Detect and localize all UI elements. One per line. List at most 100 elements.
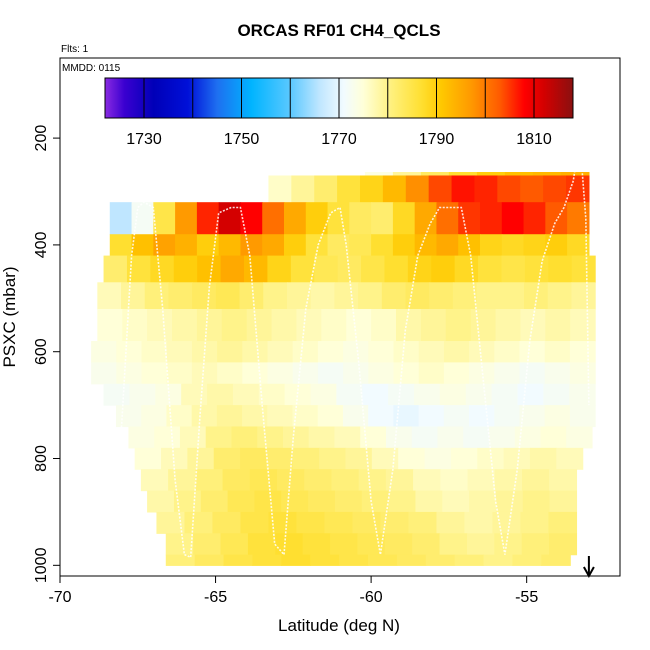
heatmap-cell bbox=[519, 405, 546, 428]
heatmap-cell bbox=[292, 362, 319, 385]
heatmap-cell bbox=[308, 426, 336, 449]
heatmap-cell bbox=[519, 362, 546, 385]
heatmap-cell bbox=[454, 255, 479, 283]
heatmap-cell bbox=[196, 308, 223, 342]
heatmap-cell bbox=[268, 511, 298, 534]
heatmap-cell bbox=[396, 308, 422, 342]
heatmap-cell bbox=[172, 308, 198, 342]
heatmap-cell bbox=[192, 282, 217, 310]
heatmap-cell bbox=[494, 341, 521, 363]
heatmap-cell bbox=[360, 426, 387, 449]
heatmap-cell bbox=[443, 405, 470, 428]
heatmap-cell bbox=[343, 362, 369, 385]
heatmap-cell bbox=[257, 426, 284, 449]
heatmap-cell bbox=[291, 175, 315, 203]
heatmap-cell bbox=[361, 255, 386, 283]
heatmap-cell bbox=[103, 255, 128, 283]
heatmap-cell bbox=[429, 282, 454, 310]
heatmap-cell bbox=[249, 469, 278, 492]
heatmap-cell bbox=[371, 447, 399, 470]
heatmap-cell bbox=[292, 341, 319, 363]
heatmap-cell bbox=[254, 490, 282, 513]
colorbar-tick-label: 1750 bbox=[224, 131, 260, 148]
heatmap-cell bbox=[368, 362, 395, 385]
x-tick-label: -70 bbox=[48, 589, 71, 606]
heatmap-cell bbox=[425, 554, 456, 566]
heatmap-cell bbox=[463, 426, 490, 449]
heatmap-cell bbox=[134, 447, 162, 470]
heatmap-cell bbox=[381, 282, 407, 310]
colorbar-tick-label: 1770 bbox=[321, 131, 357, 148]
heatmap-cell bbox=[244, 255, 269, 283]
heatmap-cell bbox=[336, 383, 363, 406]
heatmap-cell bbox=[385, 426, 413, 449]
heatmap-cell bbox=[494, 405, 521, 428]
heatmap-cell bbox=[349, 234, 372, 257]
heatmap-cell bbox=[168, 282, 193, 310]
heatmap-cell bbox=[474, 175, 498, 203]
heatmap-cell bbox=[191, 362, 218, 385]
heatmap-cell bbox=[517, 383, 544, 406]
heatmap-cell bbox=[196, 202, 220, 235]
heatmap-cell bbox=[156, 511, 186, 534]
heatmap-cell bbox=[450, 447, 478, 470]
heatmap-cell bbox=[267, 362, 294, 385]
heatmap-cell bbox=[217, 362, 243, 385]
heatmap-cell bbox=[345, 447, 373, 470]
heatmap-cell bbox=[242, 341, 269, 363]
heatmap-cell bbox=[91, 362, 117, 385]
heatmap-cell bbox=[212, 511, 242, 534]
heatmap-cell bbox=[305, 202, 329, 235]
heatmap-cell bbox=[266, 447, 294, 470]
heatmap-cell bbox=[477, 447, 505, 470]
heatmap-cell bbox=[464, 511, 494, 534]
heatmap-cell bbox=[141, 405, 168, 428]
heatmap-cell bbox=[522, 469, 550, 492]
heatmap-cell bbox=[184, 511, 214, 534]
heatmap-cell bbox=[418, 362, 445, 385]
heatmap-cell bbox=[544, 362, 571, 385]
heatmap-cell bbox=[147, 308, 173, 342]
heatmap-cell bbox=[263, 282, 288, 310]
heatmap-cell bbox=[431, 255, 456, 283]
heatmap-cell bbox=[566, 426, 593, 449]
heatmap-cell bbox=[469, 341, 495, 363]
colorbar-tick-label: 1790 bbox=[419, 131, 455, 148]
heatmap-cell bbox=[109, 202, 133, 235]
heatmap-cell bbox=[549, 533, 578, 556]
heatmap-cell bbox=[437, 426, 464, 449]
heatmap-cell bbox=[116, 405, 142, 428]
heatmap-cell bbox=[281, 490, 309, 513]
heatmap-cell bbox=[165, 533, 194, 556]
heatmap-cells bbox=[91, 135, 596, 566]
heatmap-cell bbox=[173, 490, 202, 513]
heatmap-cell bbox=[267, 341, 294, 363]
heatmap-cell bbox=[569, 362, 596, 385]
heatmap-cell bbox=[242, 362, 269, 385]
heatmap-cell bbox=[308, 490, 336, 513]
heatmap-cell bbox=[470, 308, 497, 342]
heatmap-cell bbox=[97, 308, 123, 342]
heatmap-cell bbox=[173, 255, 198, 283]
y-tick-label: 1000 bbox=[33, 547, 50, 583]
heatmap-cell bbox=[240, 447, 268, 470]
heatmap-cell bbox=[368, 405, 394, 428]
heatmap-cell bbox=[436, 234, 459, 257]
heatmap-cell bbox=[302, 533, 331, 556]
heatmap-cell bbox=[129, 383, 156, 406]
heatmap-cell bbox=[330, 533, 359, 556]
heatmap-cell bbox=[547, 282, 573, 310]
heatmap-cell bbox=[413, 469, 441, 492]
heatmap-cell bbox=[398, 447, 426, 470]
heatmap-cell bbox=[222, 469, 251, 492]
heatmap-cell bbox=[544, 341, 571, 363]
heatmap-cell bbox=[290, 255, 315, 283]
heatmap-cell bbox=[405, 175, 430, 203]
heatmap-cell bbox=[128, 426, 155, 449]
heatmap-cell bbox=[466, 533, 495, 556]
heatmap-cell bbox=[200, 490, 229, 513]
heatmap-cell bbox=[520, 511, 550, 534]
heatmap-cell bbox=[220, 533, 249, 556]
heatmap-cell bbox=[567, 234, 590, 257]
